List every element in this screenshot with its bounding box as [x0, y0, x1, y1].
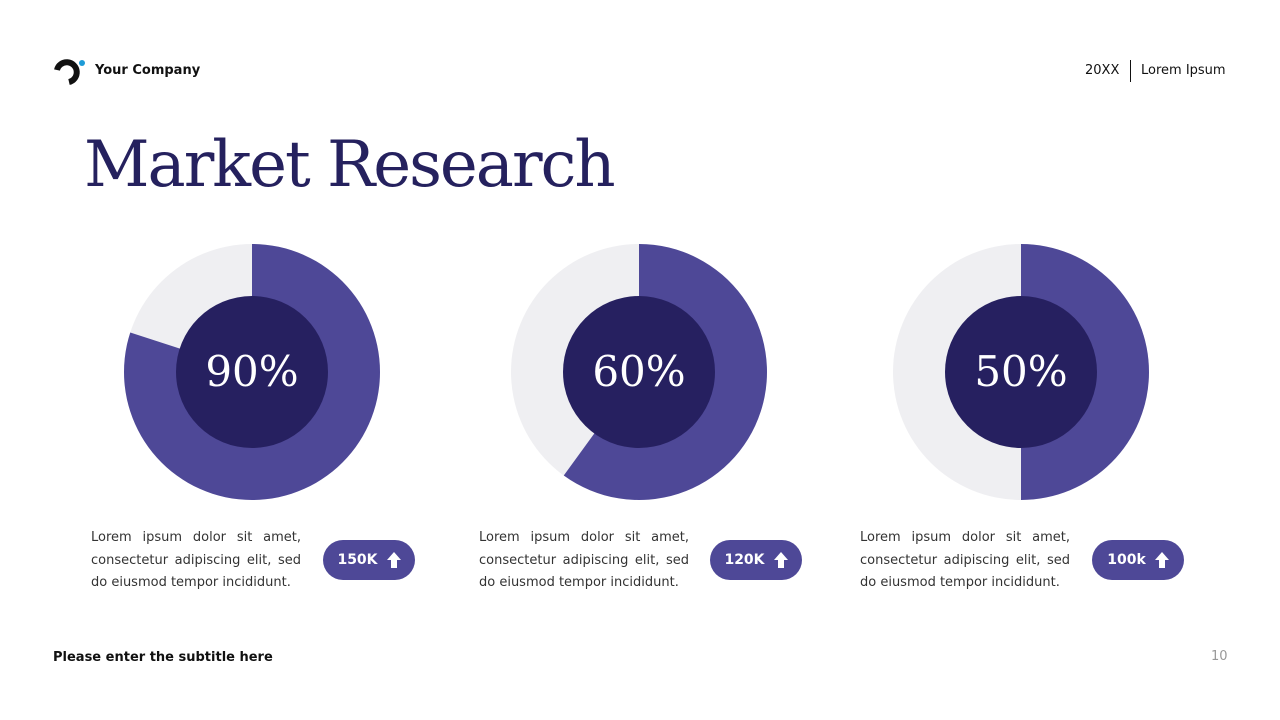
donut-label: 90%: [205, 347, 298, 396]
company-name: Your Company: [95, 63, 201, 78]
donut-chart: 60%: [511, 244, 767, 500]
page-number: 10: [1211, 649, 1228, 664]
badge-value: 120K: [724, 552, 765, 568]
arrow-up-icon: [773, 552, 788, 568]
badge-value: 100k: [1107, 552, 1146, 568]
donut-center: [945, 296, 1097, 448]
page-title: Market Research: [84, 128, 616, 202]
header-label: Lorem Ipsum: [1141, 63, 1226, 78]
card-description: Lorem ipsum dolor sit amet, consectetur …: [479, 530, 689, 590]
donut-center: [176, 296, 328, 448]
stat-badge: 100k: [1092, 540, 1184, 580]
donut-label: 60%: [592, 347, 685, 396]
donut-chart: 50%: [893, 244, 1149, 500]
arrow-up-icon: [1154, 552, 1169, 568]
arrow-up-icon: [386, 552, 401, 568]
card-description: Lorem ipsum dolor sit amet, consectetur …: [860, 530, 1070, 590]
divider: [1130, 60, 1131, 82]
donut-center: [563, 296, 715, 448]
stat-badge: 120K: [710, 540, 802, 580]
year-label: 20XX: [1085, 63, 1120, 78]
badge-value: 150K: [337, 552, 378, 568]
donut-label: 50%: [974, 347, 1067, 396]
card-description: Lorem ipsum dolor sit amet, consectetur …: [91, 530, 301, 590]
stat-badge: 150K: [323, 540, 415, 580]
subtitle: Please enter the subtitle here: [53, 650, 273, 665]
donut-chart: 90%: [124, 244, 381, 500]
company-logo: [54, 59, 85, 85]
